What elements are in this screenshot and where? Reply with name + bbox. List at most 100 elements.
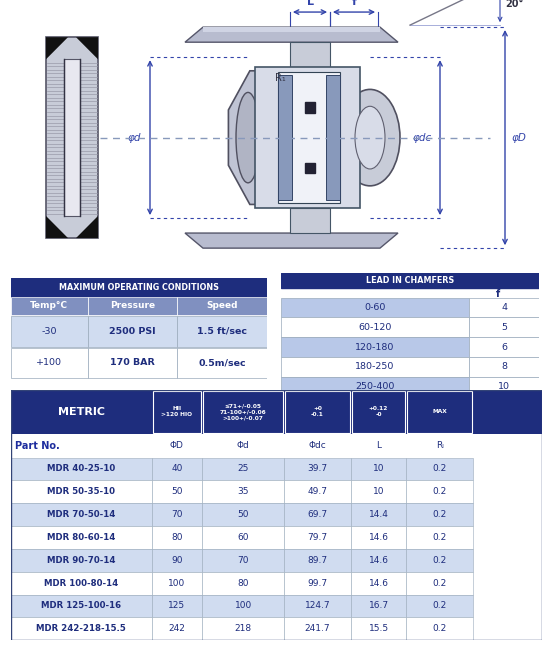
Bar bbox=[202, 549, 284, 572]
Bar bbox=[469, 357, 539, 377]
Bar bbox=[469, 298, 539, 317]
Bar bbox=[406, 595, 473, 618]
Text: 69.7: 69.7 bbox=[307, 510, 328, 519]
Text: L: L bbox=[306, 0, 313, 7]
Bar bbox=[284, 480, 351, 503]
Polygon shape bbox=[46, 37, 68, 59]
Polygon shape bbox=[46, 216, 68, 238]
Text: 15.5: 15.5 bbox=[368, 625, 389, 633]
Ellipse shape bbox=[340, 90, 400, 186]
Text: 218: 218 bbox=[235, 625, 252, 633]
Bar bbox=[469, 377, 539, 396]
Text: 0.2: 0.2 bbox=[432, 556, 447, 565]
Text: 124.7: 124.7 bbox=[305, 601, 331, 610]
Text: +100: +100 bbox=[36, 358, 62, 367]
Text: 100: 100 bbox=[168, 578, 185, 588]
Bar bbox=[11, 278, 267, 296]
Text: HII
>120 HIO: HII >120 HIO bbox=[161, 406, 192, 417]
Bar bbox=[11, 434, 542, 458]
Text: 0.2: 0.2 bbox=[432, 465, 447, 473]
Bar bbox=[152, 503, 202, 526]
Text: MDR 125-100-16: MDR 125-100-16 bbox=[41, 601, 122, 610]
Text: LEAD IN CHAMFERS: LEAD IN CHAMFERS bbox=[366, 276, 454, 285]
Bar bbox=[88, 296, 177, 315]
Text: 0.2: 0.2 bbox=[432, 488, 447, 497]
Text: MAX: MAX bbox=[432, 410, 447, 415]
Text: Φdc: Φdc bbox=[309, 441, 326, 450]
Text: 80: 80 bbox=[238, 578, 249, 588]
Polygon shape bbox=[250, 111, 279, 164]
Bar bbox=[11, 480, 152, 503]
Text: 180-250: 180-250 bbox=[355, 362, 394, 371]
Bar bbox=[285, 391, 350, 433]
Bar bbox=[284, 595, 351, 618]
Bar bbox=[351, 526, 406, 549]
Polygon shape bbox=[305, 103, 315, 112]
Polygon shape bbox=[64, 59, 80, 216]
Text: φd: φd bbox=[127, 133, 141, 142]
Text: 60: 60 bbox=[238, 533, 249, 542]
Text: 1.5 ft/sec: 1.5 ft/sec bbox=[197, 327, 247, 336]
Bar bbox=[202, 458, 284, 480]
Text: 10: 10 bbox=[373, 465, 384, 473]
Text: 89.7: 89.7 bbox=[307, 556, 328, 565]
Text: 0.2: 0.2 bbox=[432, 601, 447, 610]
Text: Temp°C: Temp°C bbox=[30, 301, 68, 310]
Bar bbox=[177, 348, 267, 378]
Text: 60-120: 60-120 bbox=[358, 323, 392, 332]
Polygon shape bbox=[278, 75, 292, 200]
Ellipse shape bbox=[236, 92, 260, 183]
Text: L: L bbox=[376, 441, 381, 450]
Text: 49.7: 49.7 bbox=[307, 488, 327, 497]
Bar bbox=[351, 572, 406, 595]
Bar bbox=[284, 458, 351, 480]
Polygon shape bbox=[290, 208, 330, 233]
Text: 14.6: 14.6 bbox=[368, 533, 388, 542]
Polygon shape bbox=[278, 72, 340, 203]
Bar bbox=[11, 549, 152, 572]
Text: Rₗ: Rₗ bbox=[436, 441, 443, 450]
Text: 40: 40 bbox=[171, 465, 183, 473]
Bar bbox=[11, 458, 152, 480]
Bar bbox=[351, 503, 406, 526]
Text: MDR 100-80-14: MDR 100-80-14 bbox=[44, 578, 118, 588]
Bar bbox=[280, 337, 469, 357]
Text: 50: 50 bbox=[171, 488, 183, 497]
Bar bbox=[284, 526, 351, 549]
Polygon shape bbox=[326, 75, 340, 200]
Text: MDR 80-60-14: MDR 80-60-14 bbox=[47, 533, 116, 542]
Text: 4: 4 bbox=[501, 303, 507, 312]
Bar bbox=[280, 357, 469, 377]
Text: 242: 242 bbox=[168, 625, 185, 633]
Text: 8: 8 bbox=[501, 362, 507, 371]
Bar bbox=[351, 618, 406, 640]
Bar bbox=[280, 298, 469, 317]
Bar bbox=[203, 391, 283, 433]
Text: 241.7: 241.7 bbox=[305, 625, 331, 633]
Text: 70: 70 bbox=[238, 556, 249, 565]
Bar bbox=[351, 549, 406, 572]
Bar bbox=[152, 526, 202, 549]
Text: MDR 242-218-15.5: MDR 242-218-15.5 bbox=[36, 625, 126, 633]
Bar bbox=[284, 549, 351, 572]
Text: 14.6: 14.6 bbox=[368, 578, 388, 588]
Text: MDR 40-25-10: MDR 40-25-10 bbox=[47, 465, 116, 473]
Text: Pressure: Pressure bbox=[110, 301, 155, 310]
Bar bbox=[406, 549, 473, 572]
Text: +0
-0.1: +0 -0.1 bbox=[311, 406, 324, 417]
Bar bbox=[351, 595, 406, 618]
Bar bbox=[88, 316, 177, 346]
Text: 10: 10 bbox=[373, 488, 384, 497]
Polygon shape bbox=[290, 42, 330, 68]
Text: f: f bbox=[351, 0, 356, 7]
Bar bbox=[351, 458, 406, 480]
Text: 16.7: 16.7 bbox=[368, 601, 389, 610]
Bar bbox=[11, 348, 88, 378]
Text: 250-400: 250-400 bbox=[355, 382, 394, 391]
Text: 70: 70 bbox=[171, 510, 183, 519]
Bar bbox=[11, 595, 152, 618]
Text: φdc: φdc bbox=[412, 133, 432, 142]
Text: φD: φD bbox=[512, 133, 526, 142]
Bar bbox=[11, 618, 152, 640]
Polygon shape bbox=[76, 37, 98, 59]
